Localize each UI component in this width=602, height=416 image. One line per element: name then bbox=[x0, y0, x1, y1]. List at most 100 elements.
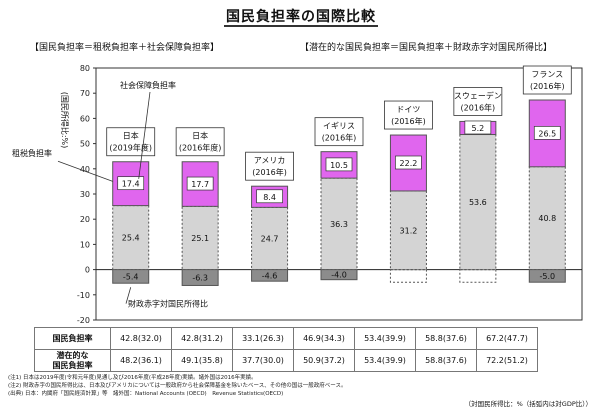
category-label-box bbox=[245, 151, 294, 181]
social-value-label: 8.4 bbox=[263, 193, 276, 202]
bar-chart: -20 -10 0 10 20 30 40 50 60 70 80 (国民所得比:%) -5.4 25.4… bbox=[12, 64, 583, 325]
category-year: (2016年) bbox=[252, 167, 287, 177]
y-tick-label: 40 bbox=[80, 165, 90, 174]
y-tick-label: 60 bbox=[80, 114, 90, 123]
category-year: (2016年度) bbox=[179, 143, 222, 153]
category-name: ドイツ bbox=[396, 105, 420, 114]
category-name: 日本 bbox=[192, 131, 208, 141]
bar-deficit-empty bbox=[389, 269, 427, 283]
row-header-line: 国民負担率 bbox=[52, 360, 93, 370]
bar-tax bbox=[112, 205, 150, 271]
annotation-tax: 租税負担率 bbox=[12, 148, 52, 158]
y-tick-label: 0 bbox=[85, 266, 90, 275]
header-right: 【潜在的な国民負担率＝国民負担率＋財政赤字対国民所得比】 bbox=[300, 43, 553, 53]
annotation-social: 社会保障負担率 bbox=[120, 80, 176, 90]
table-cell: 48.2(36.1) bbox=[110, 349, 172, 372]
table-cell: 67.2(47.7) bbox=[476, 327, 538, 350]
table-cell: 37.7(30.0) bbox=[232, 349, 294, 372]
bar-tax bbox=[251, 206, 289, 271]
bar-tax bbox=[320, 177, 358, 271]
category-name: イギリス bbox=[323, 122, 355, 131]
tax-value-label: 40.8 bbox=[538, 214, 556, 223]
social-value-label: 26.5 bbox=[538, 129, 556, 138]
table-cell: 33.1(26.3) bbox=[232, 327, 294, 350]
social-value-box bbox=[533, 126, 561, 140]
deficit-value-label: -4.6 bbox=[262, 271, 278, 280]
category-label-box bbox=[314, 117, 364, 147]
table-cell: 53.4(39.9) bbox=[354, 327, 416, 350]
y-tick-label: 70 bbox=[80, 89, 90, 98]
category-year: (2016年) bbox=[530, 81, 565, 91]
data-table: 国民負担率 42.8(32.0) 42.8(31.2) 33.1(26.3) 46.9(… bbox=[34, 327, 538, 372]
table-row: 国民負担率 42.8(32.0) 42.8(31.2) 33.1(26.3) 46.9(… bbox=[34, 327, 538, 350]
y-axis-label: (国民所得比:%) bbox=[60, 92, 70, 149]
category-year: (2016年) bbox=[461, 102, 496, 112]
table-row: 潜在的な 国民負担率 48.2(36.1) 49.1(35.8) 37.7(30.0) 5… bbox=[34, 349, 538, 372]
social-value-box bbox=[464, 120, 492, 135]
category-label-box bbox=[384, 100, 433, 130]
annotation-line bbox=[57, 160, 113, 182]
tax-value-label: 25.1 bbox=[191, 234, 209, 243]
category-label-box bbox=[453, 87, 503, 116]
y-tick-label: 10 bbox=[80, 240, 90, 249]
table-cell: 42.8(31.2) bbox=[171, 327, 233, 350]
social-value-label: 5.2 bbox=[471, 124, 484, 133]
bar-deficit-empty bbox=[459, 269, 497, 283]
category-name: 日本 bbox=[123, 131, 139, 141]
social-value-label: 17.4 bbox=[122, 180, 140, 189]
y-tick-label: 50 bbox=[80, 140, 90, 149]
bar-tax bbox=[389, 190, 427, 271]
y-tick-label: 20 bbox=[80, 215, 90, 224]
deficit-value-label: -6.3 bbox=[192, 274, 208, 283]
bar-deficit bbox=[181, 269, 219, 286]
axis-note: （対国民所得比：%（括弧内は対GDP比）） bbox=[464, 400, 592, 408]
bar-tax bbox=[459, 134, 497, 271]
annotation-deficit: 財政赤字対国民所得比 bbox=[128, 299, 208, 309]
category-name: スウェーデン bbox=[454, 90, 502, 100]
social-value-label: 17.7 bbox=[191, 180, 209, 189]
table-cell: 49.1(35.8) bbox=[171, 349, 233, 372]
y-tick-label: -10 bbox=[77, 291, 90, 300]
table-cell: 42.8(32.0) bbox=[110, 327, 172, 350]
social-value-box bbox=[186, 176, 214, 191]
social-value-box bbox=[395, 155, 422, 170]
deficit-value-label: -4.0 bbox=[331, 271, 347, 280]
row-header-line: 潜在的な bbox=[56, 350, 89, 360]
footnote-line: (注1) 日本は2019年度(令和元年度)見通し及び2016年度(平成28年度)… bbox=[8, 375, 257, 381]
footnote-line: (出典) 日本：内閣府「国民経済計算」等 諸外国：National Accoun… bbox=[8, 391, 284, 397]
social-value-label: 22.2 bbox=[400, 159, 418, 168]
social-value-box bbox=[256, 189, 283, 204]
y-tick-label: 80 bbox=[80, 64, 90, 73]
category-year: (2016年) bbox=[322, 133, 357, 143]
category-year: (2016年) bbox=[391, 116, 426, 126]
tax-value-label: 25.4 bbox=[122, 234, 140, 243]
row-header-line: 国民負担率 bbox=[52, 333, 93, 343]
bar-deficit bbox=[528, 269, 566, 283]
row-header: 国民負担率 bbox=[34, 327, 111, 350]
annotation-line bbox=[138, 91, 151, 179]
table-cell: 46.9(34.3) bbox=[293, 327, 355, 350]
table-cell: 50.9(37.2) bbox=[293, 349, 355, 372]
bar-deficit bbox=[320, 269, 358, 281]
y-tick-label: -20 bbox=[77, 316, 90, 325]
category-year: (2019年度) bbox=[109, 143, 152, 153]
footnotes: (注1) 日本は2019年度(令和元年度)見通し及び2016年度(平成28年度)… bbox=[8, 374, 346, 398]
header-left: 【国民負担率＝租税負担率＋社会保障負担率】 bbox=[30, 43, 220, 53]
tax-value-label: 36.3 bbox=[330, 220, 348, 229]
category-label-box bbox=[522, 65, 572, 95]
annotation-line bbox=[125, 287, 132, 304]
tax-value-label: 53.6 bbox=[469, 198, 487, 207]
category-name: アメリカ bbox=[254, 156, 286, 165]
deficit-value-label: -5.4 bbox=[123, 272, 139, 281]
y-tick-label: 30 bbox=[80, 190, 90, 199]
table-cell: 53.4(39.9) bbox=[354, 349, 416, 372]
bar-deficit bbox=[251, 269, 289, 282]
social-value-label: 10.5 bbox=[330, 161, 348, 170]
social-value-box bbox=[117, 176, 145, 191]
deficit-value-label: -5.0 bbox=[539, 272, 555, 281]
table-cell: 72.2(51.2) bbox=[476, 349, 538, 372]
row-header: 潜在的な 国民負担率 bbox=[34, 349, 111, 372]
tax-value-label: 24.7 bbox=[261, 234, 279, 243]
table-cell: 58.8(37.6) bbox=[415, 349, 477, 372]
footnote-line: (注2) 財政赤字の国民所得比は、日本及びアメリカについては一般政府から社会保障… bbox=[8, 383, 347, 389]
